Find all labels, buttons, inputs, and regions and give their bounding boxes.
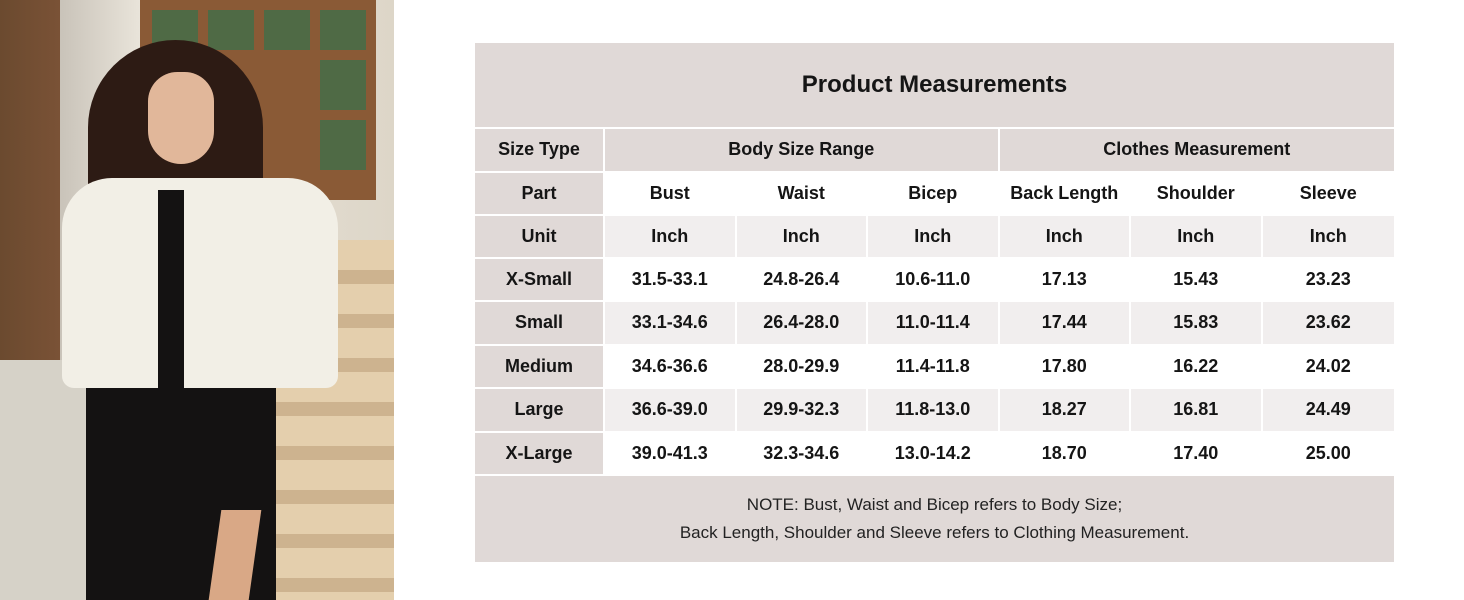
measurement-cell: 28.0-29.9: [736, 345, 868, 389]
measurement-cell: 24.8-26.4: [736, 258, 868, 302]
measurement-cell: 29.9-32.3: [736, 389, 868, 433]
table-title: Product Measurements: [475, 43, 1394, 129]
size-label: Large: [475, 389, 605, 433]
group-header-body-size: Body Size Range: [605, 129, 1000, 173]
measurement-cell: 17.40: [1131, 432, 1263, 476]
jacket-opening: [158, 190, 184, 390]
group-header-clothes-measurement: Clothes Measurement: [999, 129, 1394, 173]
measurement-cell: 25.00: [1262, 432, 1394, 476]
row-header-part: Part: [475, 172, 605, 216]
row-header-unit: Unit: [475, 215, 605, 259]
measurement-cell: 32.3-34.6: [736, 432, 868, 476]
unit-cell: Inch: [999, 215, 1131, 259]
measurement-cell: 26.4-28.0: [736, 302, 868, 346]
measurement-cell: 17.13: [999, 258, 1131, 302]
size-label: Medium: [475, 345, 605, 389]
unit-cell: Inch: [868, 215, 1000, 259]
measurement-cell: 39.0-41.3: [605, 432, 737, 476]
measurement-cell: 24.02: [1262, 345, 1394, 389]
measurement-cell: 23.62: [1262, 302, 1394, 346]
measurement-cell: 15.83: [1131, 302, 1263, 346]
note-line: Back Length, Shoulder and Sleeve refers …: [679, 523, 1190, 542]
face: [148, 72, 214, 164]
measurement-cell: 16.81: [1131, 389, 1263, 433]
model-photo: [0, 0, 394, 600]
measurement-cell: 31.5-33.1: [605, 258, 737, 302]
column-header: Shoulder: [1131, 172, 1263, 216]
measurement-cell: 24.49: [1262, 389, 1394, 433]
measurement-cell: 33.1-34.6: [605, 302, 737, 346]
measurement-cell: 13.0-14.2: [868, 432, 1000, 476]
size-label: X-Large: [475, 432, 605, 476]
measurement-cell: 18.70: [999, 432, 1131, 476]
column-header: Waist: [736, 172, 868, 216]
size-label: X-Small: [475, 258, 605, 302]
measurement-cell: 11.8-13.0: [868, 389, 1000, 433]
measurement-cell: 36.6-39.0: [605, 389, 737, 433]
measurement-cell: 17.80: [999, 345, 1131, 389]
measurement-cell: 18.27: [999, 389, 1131, 433]
measurement-cell: 34.6-36.6: [605, 345, 737, 389]
size-chart-table: Product Measurements Size Type Body Size …: [475, 43, 1394, 562]
column-header: Bicep: [868, 172, 1000, 216]
note: NOTE: Bust, Waist and Bicep refers to Bo…: [475, 476, 1394, 562]
measurement-cell: 23.23: [1262, 258, 1394, 302]
unit-cell: Inch: [736, 215, 868, 259]
column-header: Bust: [605, 172, 737, 216]
measurement-cell: 15.43: [1131, 258, 1263, 302]
size-label: Small: [475, 302, 605, 346]
measurement-cell: 17.44: [999, 302, 1131, 346]
column-header: Sleeve: [1262, 172, 1394, 216]
white-jacket: [62, 178, 338, 388]
unit-cell: Inch: [605, 215, 737, 259]
measurement-cell: 10.6-11.0: [868, 258, 1000, 302]
row-header-size-type: Size Type: [475, 129, 605, 173]
measurement-cell: 11.4-11.8: [868, 345, 1000, 389]
measurement-cell: 11.0-11.4: [868, 302, 1000, 346]
unit-cell: Inch: [1262, 215, 1394, 259]
unit-cell: Inch: [1131, 215, 1263, 259]
measurement-cell: 16.22: [1131, 345, 1263, 389]
column-header: Back Length: [999, 172, 1131, 216]
note-line: NOTE: Bust, Waist and Bicep refers to Bo…: [746, 495, 1123, 514]
